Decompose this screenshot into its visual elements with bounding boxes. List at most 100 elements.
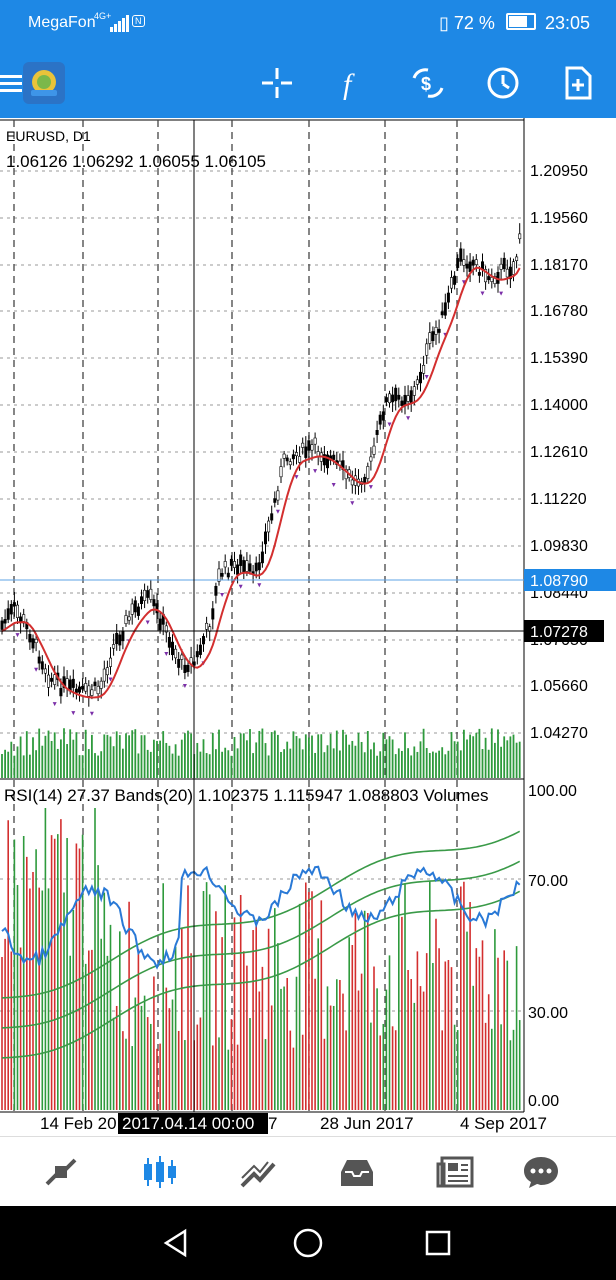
status-bar: MegaFon 4G+ N ▯ 72 % 23:05 (0, 0, 616, 48)
candle-body (226, 572, 230, 578)
candle-body (344, 469, 348, 480)
candle-body (180, 654, 184, 660)
new-document-icon[interactable] (556, 61, 600, 105)
candle-body (412, 386, 416, 396)
candle-body (471, 259, 475, 266)
price-tick: 1.14000 (530, 397, 588, 414)
candle-body (254, 562, 258, 572)
battery-icon (505, 13, 536, 30)
back-icon[interactable] (156, 1223, 196, 1263)
candle-body (109, 657, 113, 667)
price-tick: 1.05660 (530, 678, 588, 695)
candle-body (446, 292, 450, 303)
candle-body (273, 498, 277, 503)
candle-body (28, 634, 32, 643)
fractal-marker (294, 475, 299, 480)
crosshair-time-badge (118, 1113, 268, 1134)
candle-body (437, 328, 441, 333)
candle-body (257, 562, 261, 571)
chat-icon[interactable] (517, 1149, 565, 1195)
crosshair-price-value: 1.07278 (530, 624, 588, 641)
candle-body (434, 326, 438, 335)
metatrader-logo-icon[interactable] (22, 61, 66, 105)
candle-body (195, 651, 199, 658)
candle-body (239, 554, 243, 566)
candle-body (391, 394, 395, 403)
price-tick: 1.20950 (530, 163, 588, 180)
candle-body (301, 442, 305, 448)
candle-body (428, 332, 432, 344)
fractal-marker (461, 280, 466, 285)
crosshair-time-value: 2017.04.14 00:00 (122, 1114, 254, 1133)
candle-body (490, 277, 494, 282)
crosshair-price-badge (524, 620, 604, 642)
chart-icon[interactable] (136, 1149, 184, 1195)
candle-body (50, 677, 54, 682)
time-tick: 14 Feb 20 (40, 1114, 117, 1133)
candle-body (186, 664, 190, 672)
crosshair-icon[interactable] (255, 61, 299, 105)
rsi-tick: 30.00 (528, 1005, 568, 1022)
price-tick: 1.19560 (530, 210, 588, 227)
chart-area[interactable]: EURUSD, D1 1.06126 1.06292 1.06055 1.061… (0, 118, 616, 1136)
price-chart[interactable]: EURUSD, D1 1.06126 1.06292 1.06055 1.061… (0, 118, 616, 1136)
clock-icon[interactable] (481, 61, 525, 105)
rsi-tick: 70.00 (528, 873, 568, 890)
fractal-marker (257, 583, 262, 588)
candle-body (6, 608, 10, 620)
candle-body (220, 572, 224, 577)
candle-body (350, 479, 354, 486)
candle-body (477, 272, 481, 276)
candle-body (99, 680, 103, 689)
candle-body (332, 454, 336, 460)
candle-body (143, 589, 147, 601)
candle-body (102, 668, 106, 682)
candle-body (425, 343, 429, 356)
rsi-tick: 100.00 (528, 783, 577, 800)
time-tick: 4 Sep 2017 (460, 1114, 547, 1133)
function-icon[interactable]: f (330, 61, 374, 105)
fractal-marker (350, 501, 355, 506)
fractal-marker (313, 469, 318, 474)
indicator-volume-bars (1, 808, 521, 1110)
fractal-marker (15, 633, 20, 638)
candle-body (508, 266, 512, 280)
candle-body (409, 390, 413, 404)
candle-body (78, 686, 82, 693)
trade-icon[interactable] (234, 1149, 282, 1195)
candle-body (285, 457, 289, 462)
fractal-marker (108, 677, 113, 682)
candle-body (518, 233, 522, 240)
currency-exchange-icon[interactable]: $ (406, 61, 450, 105)
quotes-icon[interactable] (37, 1149, 85, 1195)
candle-body (443, 302, 447, 316)
menu-icon[interactable] (0, 61, 32, 105)
fractal-marker (52, 702, 57, 707)
candle-body (133, 600, 137, 613)
price-axis: 1.20950 1.19560 1.18170 1.16780 1.15390 … (530, 163, 588, 742)
fractal-marker (34, 667, 39, 672)
history-icon[interactable] (333, 1149, 381, 1195)
band-middle (1, 860, 521, 1029)
candle-body (112, 644, 116, 649)
candle-body (462, 259, 466, 266)
candle-body (276, 490, 280, 501)
recents-icon[interactable] (418, 1223, 458, 1263)
candle-body (313, 437, 317, 445)
candle-body (171, 641, 175, 656)
candle-body (217, 568, 221, 582)
candle-body (484, 269, 488, 283)
vibrate-icon: ▯ (438, 13, 449, 33)
candle-body (146, 590, 150, 598)
news-icon[interactable] (432, 1149, 480, 1195)
candle-body (291, 454, 295, 460)
candle-body (81, 685, 85, 690)
price-tick: 1.12610 (530, 444, 588, 461)
candle-body (118, 634, 122, 646)
candle-body (394, 387, 398, 402)
candle-body (53, 674, 57, 685)
band-lower (1, 890, 521, 1059)
candle-body (304, 446, 308, 458)
candle-body (449, 277, 453, 289)
home-icon[interactable] (288, 1223, 328, 1263)
